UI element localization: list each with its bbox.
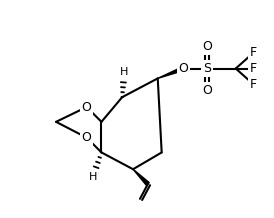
Text: O: O (82, 100, 92, 114)
Text: H: H (120, 68, 128, 77)
Text: H: H (89, 172, 97, 182)
Text: S: S (203, 62, 211, 75)
Polygon shape (158, 67, 184, 78)
Text: F: F (250, 78, 257, 91)
Text: O: O (82, 131, 92, 144)
Text: O: O (178, 62, 188, 75)
Text: F: F (250, 62, 257, 75)
Text: F: F (250, 46, 257, 59)
Polygon shape (133, 169, 149, 186)
Text: O: O (202, 40, 212, 53)
Text: O: O (202, 84, 212, 97)
